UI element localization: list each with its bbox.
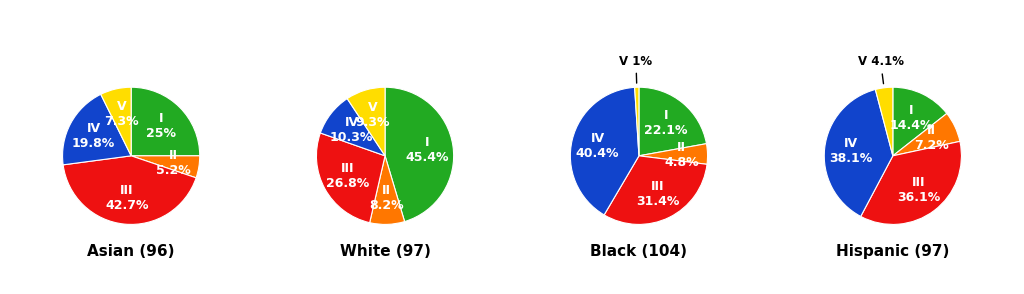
Text: IV
40.4%: IV 40.4% [575, 132, 620, 160]
Text: IV
19.8%: IV 19.8% [72, 122, 116, 150]
Text: V 1%: V 1% [620, 55, 652, 83]
Wedge shape [604, 156, 707, 224]
Text: II
7.2%: II 7.2% [914, 124, 948, 152]
Wedge shape [385, 87, 454, 222]
Text: I
45.4%: I 45.4% [406, 136, 449, 164]
Text: I
22.1%: I 22.1% [644, 109, 688, 137]
Wedge shape [570, 87, 639, 215]
Wedge shape [100, 87, 131, 156]
Text: III
36.1%: III 36.1% [897, 176, 940, 204]
Wedge shape [316, 133, 385, 223]
Wedge shape [370, 156, 404, 224]
Text: White (97): White (97) [340, 244, 430, 259]
Text: IV
38.1%: IV 38.1% [829, 137, 872, 165]
Text: II
4.8%: II 4.8% [665, 141, 698, 169]
Text: III
26.8%: III 26.8% [327, 162, 370, 190]
Text: V 4.1%: V 4.1% [858, 56, 904, 84]
Wedge shape [861, 141, 962, 224]
Text: I
25%: I 25% [146, 112, 176, 140]
Wedge shape [893, 87, 947, 156]
Wedge shape [824, 89, 893, 216]
Wedge shape [321, 98, 385, 156]
Wedge shape [131, 87, 200, 156]
Text: Black (104): Black (104) [591, 244, 687, 259]
Text: V
7.3%: V 7.3% [104, 101, 139, 128]
Wedge shape [131, 156, 200, 178]
Text: Asian (96): Asian (96) [87, 244, 175, 259]
Text: II
5.2%: II 5.2% [156, 149, 190, 177]
Wedge shape [639, 144, 708, 164]
Wedge shape [635, 87, 639, 156]
Wedge shape [63, 156, 197, 224]
Wedge shape [62, 94, 131, 165]
Text: V
9.3%: V 9.3% [355, 101, 390, 129]
Text: IV
10.3%: IV 10.3% [330, 116, 373, 144]
Wedge shape [876, 87, 893, 156]
Text: Hispanic (97): Hispanic (97) [837, 244, 949, 259]
Wedge shape [639, 87, 707, 156]
Wedge shape [893, 113, 959, 156]
Text: I
14.4%: I 14.4% [890, 103, 933, 132]
Text: III
31.4%: III 31.4% [636, 180, 679, 208]
Wedge shape [347, 87, 385, 156]
Text: II
8.2%: II 8.2% [369, 184, 403, 212]
Text: III
42.7%: III 42.7% [105, 184, 148, 212]
